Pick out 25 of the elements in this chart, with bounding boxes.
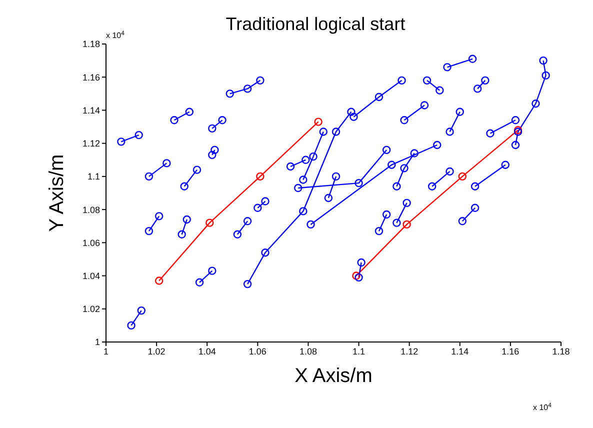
y-tick-label: 1.1 xyxy=(87,172,100,182)
x-tick-label: 1.06 xyxy=(248,346,266,356)
y-tick-label: 1 xyxy=(94,337,100,348)
x-axis-title: X Axis/m xyxy=(294,365,372,387)
x-tick-label: 1.16 xyxy=(502,346,520,356)
x-tick-label: 1.18 xyxy=(552,346,570,356)
x-tick-label: 1.04 xyxy=(198,346,216,356)
y-tick-label: 1.12 xyxy=(82,138,100,149)
y-tick-label: 1.08 xyxy=(82,204,100,215)
x-tick-label: 1.14 xyxy=(451,346,469,356)
y-tick-label: 1.18 xyxy=(82,39,100,50)
y-axis-title: Y Axis/m xyxy=(46,154,68,232)
y-tick-label: 1.04 xyxy=(82,270,100,281)
x-tick-label: 1.1 xyxy=(352,346,366,356)
text: x 10$^{4}$ xyxy=(106,30,126,40)
chart-title: Traditional logical start xyxy=(226,14,406,34)
y-tick-label: 1.16 xyxy=(82,72,100,82)
y-tick-label: 1.14 xyxy=(82,105,100,116)
y-tick-label: 1.06 xyxy=(82,238,100,248)
x-tick-label: 1.08 xyxy=(299,346,317,356)
x-tick-label: 1.12 xyxy=(400,346,418,356)
x-tick-label: 1.02 xyxy=(148,346,166,356)
text: x 10$^{4}$ xyxy=(533,402,552,412)
x-tick-label: 1 xyxy=(103,346,109,356)
y-tick-label: 1.02 xyxy=(82,304,100,314)
